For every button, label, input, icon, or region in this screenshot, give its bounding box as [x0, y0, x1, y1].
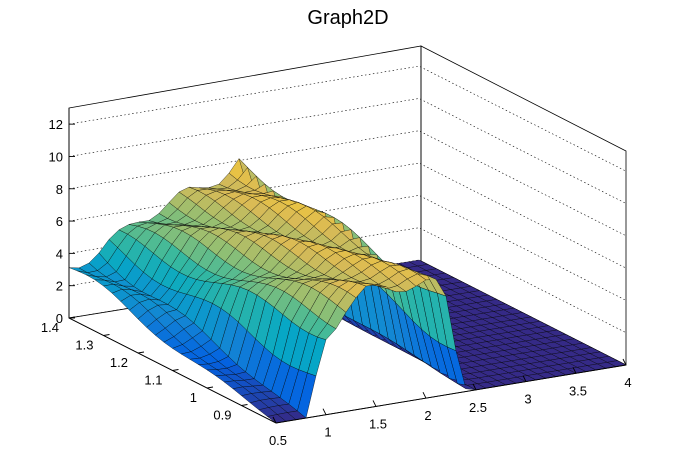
y-axis: 0.9 1 1.1 1.2 1.3 1.4 [41, 316, 277, 424]
x-tick-label: 4 [624, 375, 631, 390]
x-tick-mark [322, 408, 327, 415]
y-tick-label: 1.1 [144, 373, 162, 388]
x-tick-label: 1 [324, 425, 331, 440]
y-tick-mark [206, 386, 214, 389]
y-tick-mark [68, 316, 76, 319]
x-tick-mark [522, 375, 527, 382]
x-tick-mark [372, 400, 377, 407]
x-axis: 0.5 1 1.5 2 2.5 3 3.5 4 [269, 358, 632, 448]
z-tick-label: 12 [49, 117, 63, 132]
z-grid-line [68, 98, 627, 204]
z-tick-label: 2 [56, 279, 63, 294]
z-tick-label: 0 [56, 311, 63, 326]
y-tick-label: 1.4 [41, 320, 59, 335]
z-axis: 0 2 4 6 8 10 12 [49, 108, 75, 326]
x-tick-label: 2.5 [469, 400, 487, 415]
y-tick-mark [172, 369, 179, 371]
y-tick-label: 1.2 [110, 355, 128, 370]
z-tick-label: 4 [56, 246, 63, 261]
x-tick-mark [422, 391, 427, 399]
x-tick-mark [572, 367, 577, 374]
z-tick-label: 6 [56, 214, 63, 229]
y-tick-label: 1 [190, 390, 197, 405]
x-axis-line [275, 364, 627, 424]
y-tick-label: 0.9 [213, 408, 231, 423]
x-tick-label: 0.5 [269, 433, 287, 448]
x-tick-label: 2 [424, 408, 431, 423]
y-tick-label: 1.3 [75, 338, 93, 353]
z-tick-label: 10 [49, 149, 63, 164]
y-tick-mark [241, 404, 248, 406]
x-tick-mark [622, 358, 627, 366]
x-tick-label: 3.5 [569, 383, 587, 398]
y-tick-mark [137, 351, 145, 354]
x-tick-label: 1.5 [369, 416, 387, 431]
x-tick-mark [472, 383, 477, 391]
chart-title: Graph2D [307, 7, 388, 29]
y-tick-mark [103, 334, 110, 336]
x-tick-mark [272, 416, 277, 424]
x-tick-label: 3 [524, 392, 531, 407]
z-grid-line [68, 65, 627, 172]
surface-mesh [68, 158, 627, 424]
z-tick-label: 8 [56, 182, 63, 197]
